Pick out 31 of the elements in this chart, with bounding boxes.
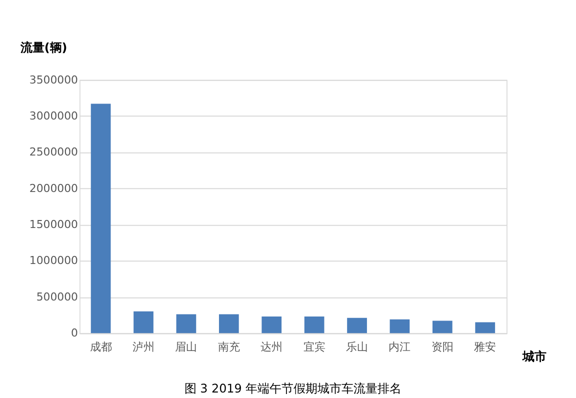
bar <box>218 314 239 334</box>
bar <box>432 320 452 334</box>
bar <box>347 318 367 334</box>
x-tick-label: 内江 <box>388 340 411 354</box>
x-tick-label: 成都 <box>90 340 112 354</box>
x-tick-label: 泸州 <box>132 340 155 354</box>
y-tick-label: 2500000 <box>29 146 78 159</box>
y-tick-label: 1500000 <box>29 218 78 232</box>
y-tick-label: 500000 <box>36 290 78 304</box>
x-tick-label: 达州 <box>260 340 283 354</box>
y-tick-label: 3500000 <box>29 73 78 86</box>
x-tick-label: 乐山 <box>346 340 368 354</box>
bar <box>176 314 196 334</box>
bar <box>90 104 111 334</box>
y-axis-title: 流量(辆) <box>19 40 68 55</box>
x-tick-label: 眉山 <box>175 340 198 354</box>
y-tick-label: 1000000 <box>29 254 78 268</box>
x-tick-label: 南充 <box>218 340 240 354</box>
bar <box>390 319 410 334</box>
text: 图 3 2019 年端午节假期城市车流量排名 <box>184 382 402 396</box>
y-tick-label: 3000000 <box>29 110 78 123</box>
x-tick-label: 雅安 <box>474 340 496 354</box>
y-tick-label: 0 <box>71 326 78 340</box>
bar <box>134 311 154 334</box>
bar <box>475 322 496 334</box>
x-tick-label: 宜宾 <box>303 340 326 354</box>
y-tick-label: 2000000 <box>29 182 78 195</box>
x-axis-title: 城市 <box>522 349 547 364</box>
bar <box>304 316 324 334</box>
bar <box>262 316 282 334</box>
x-tick-label: 资阳 <box>431 340 454 354</box>
